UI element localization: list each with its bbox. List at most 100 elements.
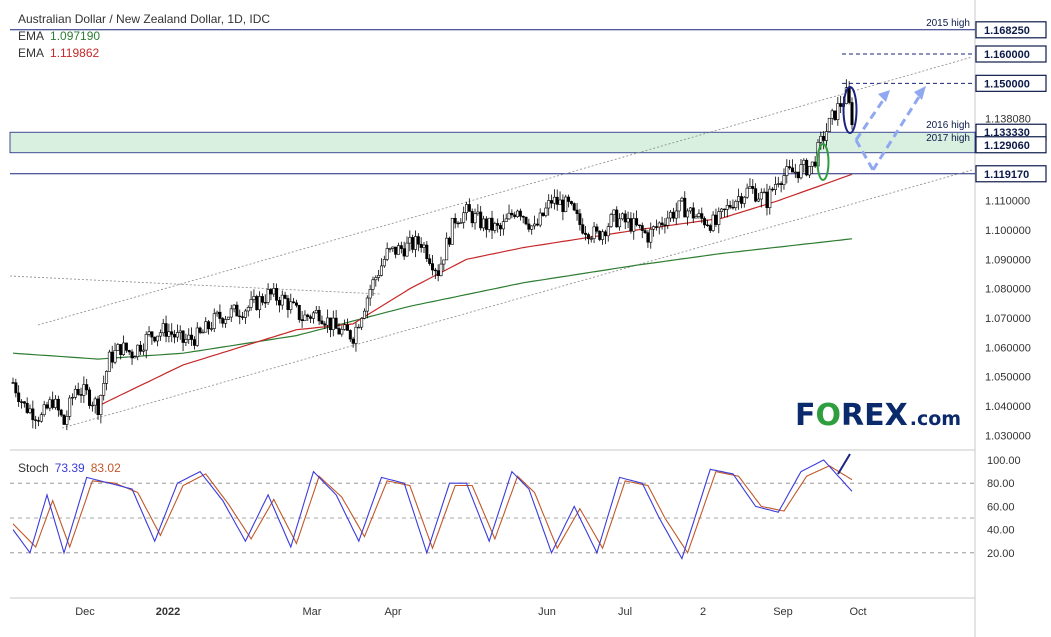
- candle-body: [691, 207, 695, 219]
- candle-body: [294, 302, 298, 306]
- candle-body: [620, 213, 624, 220]
- candle-body: [198, 327, 202, 333]
- ema-fast-value: 1.097190: [50, 29, 101, 43]
- candle-body: [714, 214, 718, 225]
- candle-body: [314, 309, 318, 314]
- price-tag-note: 2016 high: [926, 120, 970, 131]
- candle-body: [632, 218, 636, 232]
- candle-body: [649, 228, 653, 243]
- stoch-legend: Stoch 73.39 83.02: [18, 461, 127, 475]
- candle-body: [657, 222, 661, 228]
- candle-body: [102, 383, 106, 396]
- ema-fast-line: [12, 238, 853, 360]
- candle-body: [697, 213, 701, 217]
- candle-body: [388, 248, 392, 250]
- candle-body: [663, 224, 667, 226]
- candle-body: [243, 310, 247, 318]
- x-tick-label: Sep: [773, 606, 793, 618]
- arrow-up-long: [871, 91, 924, 171]
- candle-body: [558, 199, 562, 205]
- candle-body: [467, 204, 471, 212]
- candle-body: [822, 135, 826, 141]
- candle-body: [130, 351, 134, 359]
- candle-body: [110, 351, 114, 363]
- candle-body: [603, 231, 607, 237]
- candle-body: [360, 318, 364, 328]
- candles-group: [11, 79, 854, 431]
- candle-body: [516, 210, 520, 217]
- candle-body: [618, 218, 622, 228]
- candle-body: [524, 216, 528, 225]
- candle-body: [402, 248, 406, 257]
- candle-body: [479, 211, 483, 229]
- candle-body: [430, 263, 434, 271]
- candle-body: [830, 110, 834, 119]
- candle-body: [476, 211, 480, 215]
- candle-body: [439, 263, 443, 276]
- candle-body: [666, 217, 670, 226]
- x-tick-label: Jun: [538, 606, 556, 618]
- candle-body: [802, 159, 806, 165]
- candle-body: [141, 349, 145, 352]
- candle-body: [170, 331, 174, 335]
- candle-body: [88, 389, 92, 406]
- candle-body: [598, 230, 602, 240]
- stoch-k-value: 73.39: [54, 461, 85, 475]
- candle-body: [756, 198, 760, 202]
- candle-body: [309, 316, 313, 319]
- candle-body: [218, 311, 222, 319]
- candle-body: [640, 225, 644, 231]
- candle-body: [343, 324, 347, 330]
- candle-body: [453, 217, 457, 224]
- candle-body: [31, 408, 35, 421]
- candle-body: [116, 344, 120, 351]
- candle-body: [277, 300, 281, 306]
- candle-body: [788, 166, 792, 169]
- y-tick-label: 1.110000: [985, 196, 1030, 208]
- candle-body: [345, 324, 349, 331]
- candle-body: [680, 197, 684, 202]
- candle-body: [626, 218, 630, 223]
- candle-body: [425, 244, 429, 260]
- candle-body: [442, 259, 446, 265]
- candle-body: [827, 117, 831, 132]
- candle-body: [739, 196, 743, 204]
- candle-body: [22, 401, 26, 404]
- candle-body: [530, 225, 534, 230]
- candle-body: [686, 210, 690, 218]
- logo-com: .com: [909, 408, 962, 430]
- candle-body: [674, 210, 678, 219]
- candle-body: [606, 226, 610, 237]
- candle-body: [331, 317, 335, 331]
- candle-body: [56, 398, 60, 411]
- y-tick-label: 1.050000: [985, 372, 1031, 384]
- candle-body: [45, 404, 49, 409]
- candle-body: [833, 110, 837, 120]
- candle-body: [839, 103, 843, 107]
- candle-body: [609, 214, 613, 227]
- arrow-head-long: [914, 86, 926, 100]
- candle-body: [450, 217, 454, 245]
- candle-body: [306, 314, 310, 318]
- candle-body: [544, 207, 548, 216]
- candle-body: [768, 188, 772, 208]
- x-tick-label: 2022: [156, 606, 180, 618]
- candle-body: [181, 330, 185, 343]
- x-tick-label: Mar: [303, 606, 322, 618]
- candle-body: [190, 334, 194, 340]
- candle-body: [836, 103, 840, 120]
- candle-body: [564, 196, 568, 212]
- candle-body: [105, 371, 109, 384]
- candle-body: [510, 212, 514, 216]
- stoch-label: Stoch: [18, 461, 49, 475]
- candle-body: [748, 186, 752, 189]
- candle-body: [258, 296, 262, 310]
- candle-body: [153, 336, 157, 342]
- candle-body: [581, 224, 585, 234]
- candle-body: [255, 296, 259, 310]
- support-zone: [9, 131, 976, 154]
- candle-body: [127, 350, 131, 353]
- candle-body: [677, 200, 681, 212]
- candle-body: [623, 213, 627, 223]
